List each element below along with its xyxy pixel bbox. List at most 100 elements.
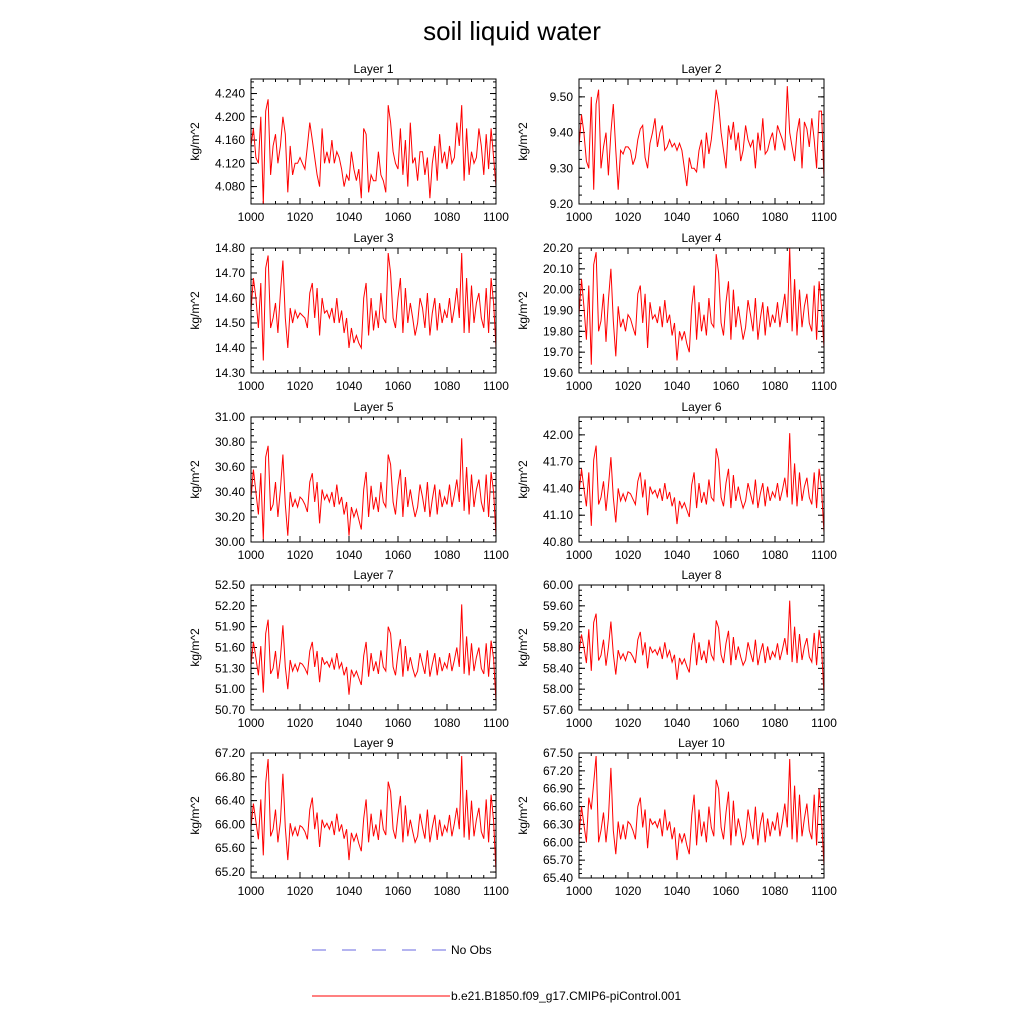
x-tick-label: 1020 xyxy=(287,884,314,898)
x-tick-label: 1100 xyxy=(811,210,837,224)
x-tick-label: 1060 xyxy=(713,379,740,393)
x-tick-label: 1080 xyxy=(434,884,461,898)
y-tick-label: 65.60 xyxy=(215,841,245,855)
y-tick-label: 57.60 xyxy=(543,703,573,717)
x-tick-label: 1080 xyxy=(762,210,789,224)
x-tick-label: 1080 xyxy=(762,716,789,730)
plot-frame xyxy=(578,752,825,879)
panel-7: Layer 7 kg/m^2 1000 1020 1040 1060 1080 1100 50.… xyxy=(188,568,509,730)
panel-title: Layer 8 xyxy=(681,568,721,582)
y-tick-label: 31.00 xyxy=(215,410,245,424)
panel-title: Layer 10 xyxy=(678,736,725,750)
panel-6: Layer 6 kg/m^2 1000 1020 1040 1060 1080 1100 40.… xyxy=(516,400,837,562)
x-tick-label: 1040 xyxy=(336,884,363,898)
y-tick-label: 30.60 xyxy=(215,460,245,474)
series-line xyxy=(250,99,497,205)
plot-frame xyxy=(578,78,825,205)
y-tick-label: 30.20 xyxy=(215,510,245,524)
y-tick-label: 14.70 xyxy=(215,266,245,280)
x-tick-label: 1000 xyxy=(238,884,265,898)
y-tick-label: 20.00 xyxy=(543,283,573,297)
panel-title: Layer 9 xyxy=(353,736,393,750)
y-axis-label: kg/m^2 xyxy=(516,796,530,835)
x-tick-label: 1020 xyxy=(615,379,642,393)
x-tick-label: 1040 xyxy=(336,548,363,562)
plot-frame xyxy=(578,247,825,374)
x-tick-label: 1060 xyxy=(385,716,412,730)
panel-10: Layer 10 kg/m^2 1000 1020 1040 1060 1080 1100 65… xyxy=(516,736,837,898)
y-tick-label: 52.50 xyxy=(215,578,245,592)
series-line xyxy=(578,86,825,190)
y-tick-label: 19.60 xyxy=(543,366,573,380)
y-tick-label: 30.40 xyxy=(215,485,245,499)
legend: No Obs b.e21.B1850.f09_g17.CMIP6-piContr… xyxy=(312,943,681,1003)
y-tick-label: 67.20 xyxy=(543,764,573,778)
x-tick-label: 1020 xyxy=(287,548,314,562)
y-axis-label: kg/m^2 xyxy=(516,460,530,499)
panel-title: Layer 2 xyxy=(681,62,721,76)
x-tick-label: 1020 xyxy=(287,210,314,224)
y-tick-label: 9.20 xyxy=(550,197,574,211)
x-tick-label: 1100 xyxy=(483,379,509,393)
y-tick-label: 30.00 xyxy=(215,535,245,549)
x-tick-label: 1040 xyxy=(664,884,691,898)
y-tick-label: 40.80 xyxy=(543,535,573,549)
plot-frame xyxy=(578,416,825,543)
x-tick-label: 1060 xyxy=(713,716,740,730)
panel-1: Layer 1 kg/m^2 1000 1020 1040 1060 1080 1100 4.0… xyxy=(188,62,509,224)
panel-2: Layer 2 kg/m^2 1000 1020 1040 1060 1080 1100 9.2… xyxy=(516,62,837,224)
panel-5: Layer 5 kg/m^2 1000 1020 1040 1060 1080 1100 30.… xyxy=(188,400,509,562)
plot-frame xyxy=(250,584,497,711)
y-tick-label: 66.80 xyxy=(215,770,245,784)
y-tick-label: 65.20 xyxy=(215,865,245,879)
x-tick-label: 1020 xyxy=(615,210,642,224)
y-tick-label: 58.00 xyxy=(543,682,573,696)
x-tick-label: 1040 xyxy=(664,716,691,730)
x-tick-label: 1080 xyxy=(434,716,461,730)
y-tick-label: 14.60 xyxy=(215,291,245,305)
panel-8: Layer 8 kg/m^2 1000 1020 1040 1060 1080 1100 57.… xyxy=(516,568,837,730)
y-tick-label: 66.30 xyxy=(543,817,573,831)
y-tick-label: 14.30 xyxy=(215,366,245,380)
plot-frame xyxy=(578,584,825,711)
y-axis-label: kg/m^2 xyxy=(188,122,202,161)
x-tick-label: 1100 xyxy=(811,548,837,562)
x-tick-label: 1000 xyxy=(566,548,593,562)
series-line xyxy=(578,600,825,695)
y-tick-label: 14.80 xyxy=(215,241,245,255)
x-tick-label: 1080 xyxy=(434,548,461,562)
series-line xyxy=(250,755,497,873)
plot-frame xyxy=(250,416,497,543)
x-tick-label: 1080 xyxy=(762,379,789,393)
x-tick-label: 1080 xyxy=(762,884,789,898)
y-tick-label: 19.80 xyxy=(543,324,573,338)
x-tick-label: 1060 xyxy=(385,884,412,898)
x-tick-label: 1060 xyxy=(385,210,412,224)
y-axis-label: kg/m^2 xyxy=(516,291,530,330)
y-axis-label: kg/m^2 xyxy=(188,796,202,835)
y-tick-label: 59.20 xyxy=(543,620,573,634)
x-tick-label: 1040 xyxy=(336,379,363,393)
y-tick-label: 19.90 xyxy=(543,304,573,318)
x-tick-label: 1020 xyxy=(615,716,642,730)
y-tick-label: 58.40 xyxy=(543,661,573,675)
series-line xyxy=(250,604,497,702)
x-tick-label: 1040 xyxy=(336,716,363,730)
x-tick-label: 1000 xyxy=(566,716,593,730)
panel-title: Layer 3 xyxy=(353,231,393,245)
y-tick-label: 51.90 xyxy=(215,620,245,634)
y-tick-label: 66.60 xyxy=(543,800,573,814)
y-tick-label: 52.20 xyxy=(215,599,245,613)
x-tick-label: 1000 xyxy=(238,379,265,393)
legend-label-picontrol: b.e21.B1850.f09_g17.CMIP6-piControl.001 xyxy=(451,989,681,1003)
x-tick-label: 1060 xyxy=(713,884,740,898)
x-tick-label: 1040 xyxy=(664,548,691,562)
y-tick-label: 41.10 xyxy=(543,508,573,522)
plot-frame xyxy=(250,752,497,879)
series-line xyxy=(578,755,825,867)
x-tick-label: 1020 xyxy=(615,548,642,562)
y-tick-label: 14.40 xyxy=(215,341,245,355)
panel-title: Layer 5 xyxy=(353,400,393,414)
x-tick-label: 1000 xyxy=(566,379,593,393)
y-axis-label: kg/m^2 xyxy=(516,628,530,667)
